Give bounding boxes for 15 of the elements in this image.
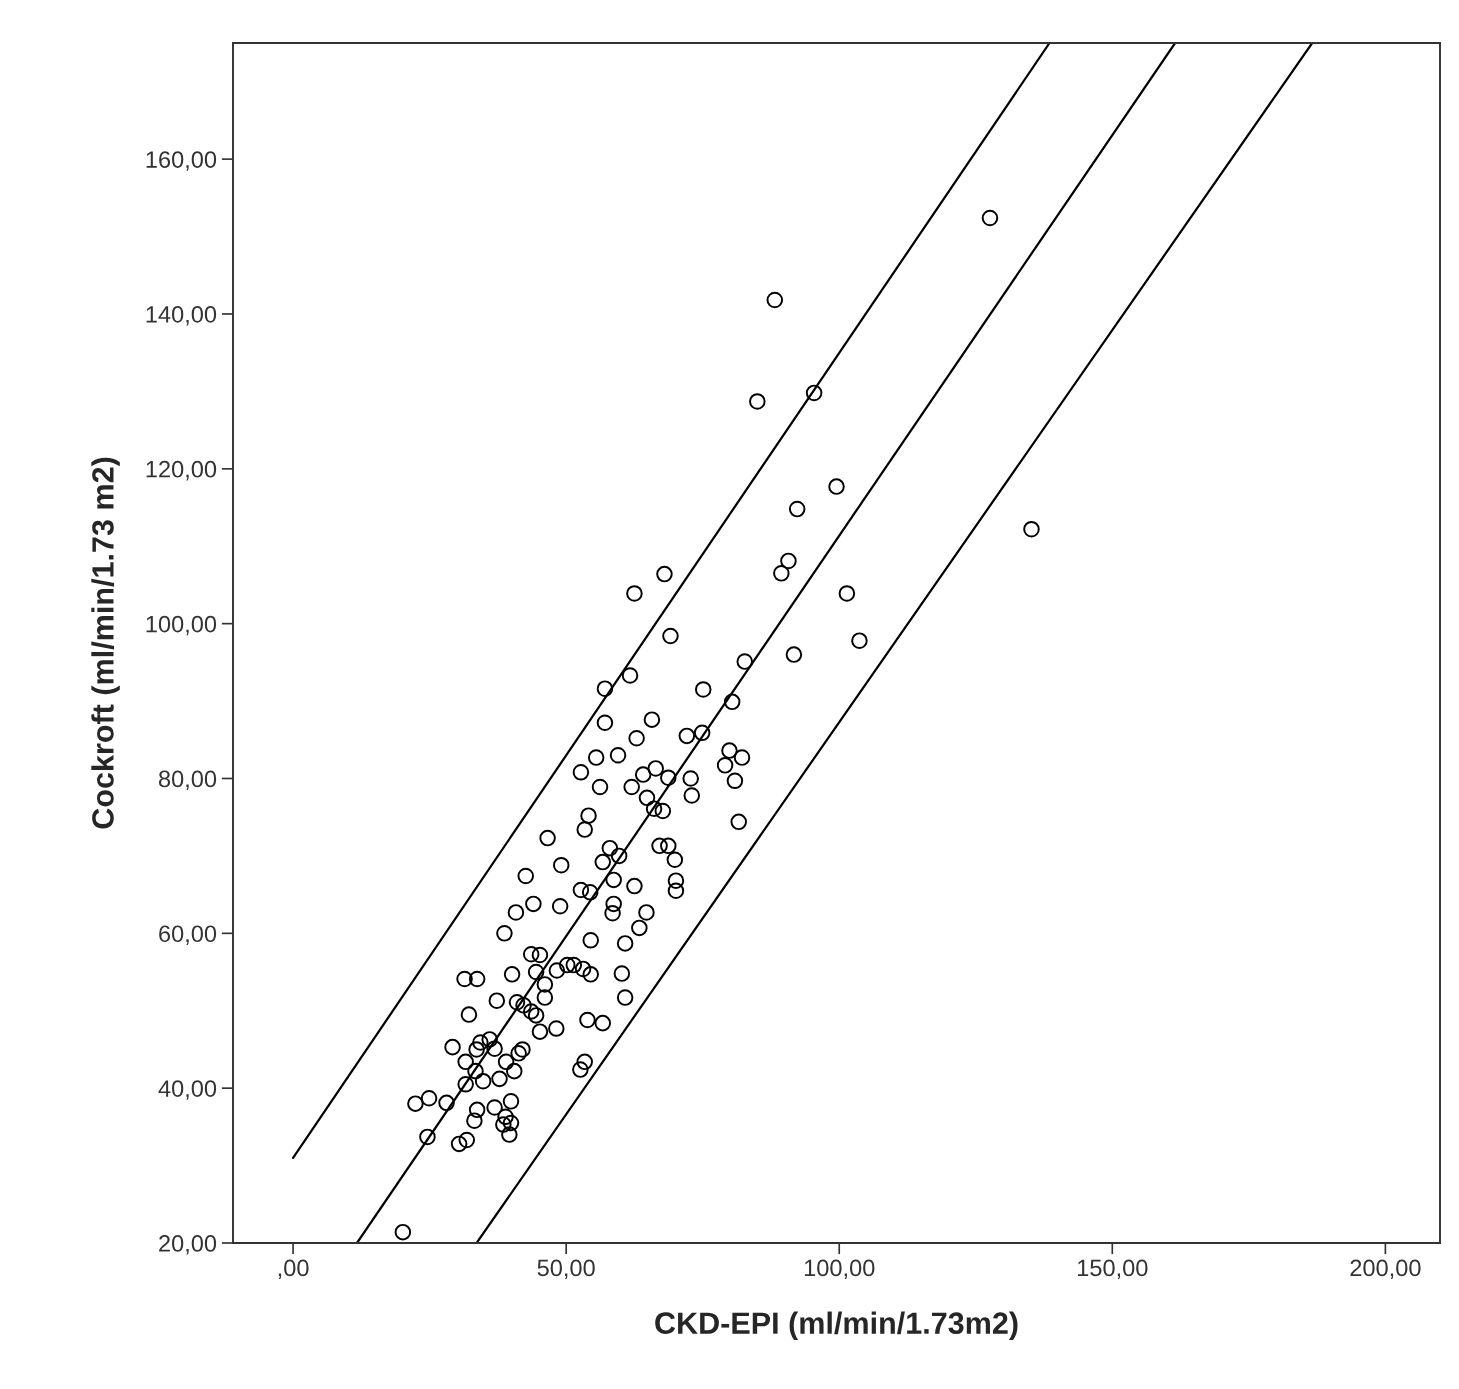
y-tick-label: 20,00 [159,1235,217,1255]
x-tick-label: ,00 [278,1259,309,1280]
x-tick-label: 50,00 [537,1259,595,1280]
y-tick-label: 160,00 [146,151,217,171]
x-tick-label: 150,00 [1078,1259,1148,1280]
x-axis-title: CKD-EPI (ml/min/1.73m2) [655,1311,1018,1341]
x-tick-label: 100,00 [804,1259,875,1280]
y-tick-label: 120,00 [146,460,217,481]
y-axis-title: Cockroft (ml/min/1.73 m2) [91,457,120,829]
x-tick-label: 200,00 [1350,1259,1421,1280]
y-tick-label: 140,00 [146,306,217,326]
y-tick-label: 100,00 [146,615,217,636]
y-tick-label: 80,00 [158,770,217,791]
y-tick-label: 60,00 [159,925,217,945]
y-tick-label: 40,00 [158,1080,217,1100]
